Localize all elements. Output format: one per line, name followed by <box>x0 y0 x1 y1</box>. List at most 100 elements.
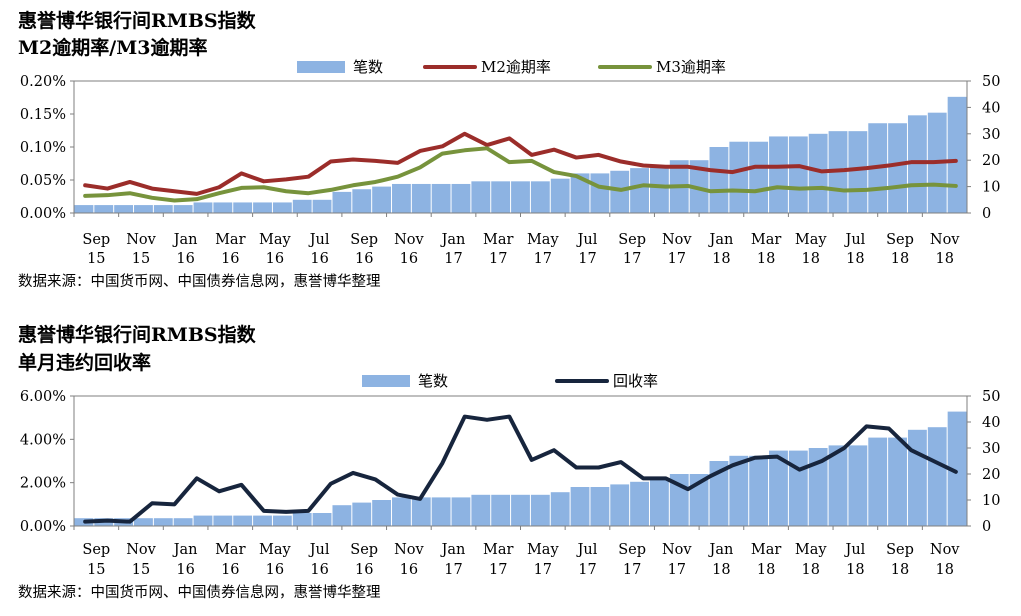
chart-1-legend-label: 笔数 <box>353 58 383 76</box>
chart-2-series-line-1 <box>83 414 958 524</box>
chart-2-x-tick-label: May <box>795 542 827 558</box>
chart-1-bar <box>352 189 372 213</box>
chart-1-bar <box>848 131 868 213</box>
chart-1-legend-label: M3逾期率 <box>656 58 726 76</box>
chart-2-bar <box>392 497 411 526</box>
chart-2-x-tick-year: 16 <box>266 562 284 578</box>
chart-2-x-tick-label: May <box>527 542 559 558</box>
chart-1-legend-swatch <box>297 61 345 73</box>
chart-2-bar <box>947 411 967 526</box>
chart-1-x-tick-label: Jan <box>172 232 198 248</box>
chart-1-x-tick-label: Mar <box>751 232 781 248</box>
chart-1-bar <box>709 147 729 213</box>
chart-1-x-tick-year: 16 <box>176 251 194 267</box>
chart-1-bar <box>173 205 193 213</box>
chart-1-subtitle: M2逾期率/M3逾期率 <box>18 36 207 59</box>
chart-2-right-tick-label: 10 <box>982 493 1000 509</box>
chart-2-x-tick-year: 17 <box>578 562 596 578</box>
chart-2-x-tick-year: 16 <box>310 562 328 578</box>
chart-1-bar <box>530 181 550 213</box>
chart-1-bar <box>213 202 233 213</box>
chart-1-bar <box>610 170 630 213</box>
chart-1-x-tick-label: May <box>527 232 559 248</box>
chart-2-x-tick-label: Jan <box>440 542 466 558</box>
chart-1-bar <box>749 141 769 213</box>
chart-1-bar <box>630 168 649 213</box>
chart-2-x-tick-label: Mar <box>483 542 513 558</box>
chart-1-x-tick-year: 18 <box>846 251 864 267</box>
chart-1-bar <box>292 199 312 213</box>
chart-1-bar <box>570 173 590 213</box>
chart-1-left-tick-label: 0.00% <box>20 206 66 222</box>
chart-2-right-tick-label: 20 <box>982 467 1000 483</box>
chart-1-bar <box>233 202 253 213</box>
chart-2-bar <box>709 461 729 526</box>
chart-1-bar <box>491 181 511 213</box>
chart-2-legend-swatch <box>362 375 410 387</box>
chart-2-bar <box>927 427 947 526</box>
chart-1-x-tick-label: Nov <box>930 232 960 248</box>
chart-1-x-tick-label: Jan <box>440 232 466 248</box>
chart-1-series-line-1 <box>83 131 958 196</box>
chart-2-left-tick-label: 2.00% <box>20 476 66 492</box>
chart-1-x-tick-year: 17 <box>534 251 552 267</box>
chart-2-bar <box>173 518 193 526</box>
chart-2-bar <box>788 450 808 526</box>
chart-1-left-tick-label: 0.20% <box>20 74 66 90</box>
chart-2-bar <box>233 515 253 526</box>
chart-1-x-tick-year: 15 <box>87 251 105 267</box>
chart-2-bar <box>907 429 927 526</box>
chart-2-bar <box>530 494 550 526</box>
chart-1-x-tick-year: 16 <box>221 251 239 267</box>
chart-1-x-tick-year: 16 <box>310 251 328 267</box>
chart-2-x-tick-year: 17 <box>444 562 462 578</box>
chart-2-x-tick-label: Mar <box>751 542 781 558</box>
chart-2-x-tick-year: 16 <box>176 562 194 578</box>
chart-2-x-tick-year: 18 <box>712 562 730 578</box>
chart-2-left-tick-label: 6.00% <box>20 389 66 405</box>
chart-2-x-tick-year: 18 <box>891 562 909 578</box>
chart-2-right-tick-label: 30 <box>982 441 1000 457</box>
chart-1-x-tick-label: May <box>259 232 291 248</box>
chart-2-subtitle: 单月违约回收率 <box>18 351 151 374</box>
chart-2-x-tick-label: Jan <box>172 542 198 558</box>
chart-2-bar <box>332 505 352 526</box>
chart-2-x-tick-year: 18 <box>757 562 775 578</box>
chart-2-x-tick-label: Sep <box>350 542 378 558</box>
chart-2-x-tick-label: Jul <box>308 542 330 558</box>
chart-2-right-tick-label: 40 <box>982 415 1000 431</box>
chart-2-bar <box>213 515 233 526</box>
chart-2-bar <box>451 497 471 526</box>
chart-1-x-tick-year: 18 <box>935 251 953 267</box>
chart-2-legend-label: 笔数 <box>418 372 448 390</box>
chart-1-bar <box>788 136 808 213</box>
chart-1-bar <box>511 181 530 213</box>
chart-2-x-tick-label: Nov <box>662 542 692 558</box>
chart-1-x-tick-label: Nov <box>662 232 692 248</box>
chart-2-bar <box>292 513 312 526</box>
chart-2-x-tick-year: 17 <box>623 562 641 578</box>
chart-1-bar <box>431 183 451 213</box>
chart-2-bar <box>312 513 332 526</box>
chart-1-bar <box>411 183 431 213</box>
chart-1-title: 惠誉博华银行间RMBS指数 <box>18 9 257 32</box>
chart-2-x-tick-label: May <box>259 542 291 558</box>
chart-2-x-tick-year: 16 <box>400 562 418 578</box>
chart-1-bar <box>372 186 392 213</box>
chart-2-bar <box>352 502 372 526</box>
chart-1-bar <box>332 191 352 213</box>
chart-2-bar <box>888 437 907 526</box>
chart-2-bar <box>570 487 590 526</box>
chart-1-x-tick-year: 17 <box>489 251 507 267</box>
chart-1-bar <box>134 205 153 213</box>
chart-1-right-tick-label: 0 <box>982 206 991 222</box>
chart-2-source: 数据来源：中国货币网、中国债券信息网，惠誉博华整理 <box>18 584 381 601</box>
chart-1-bar <box>272 202 292 213</box>
chart-1-x-tick-label: Jan <box>708 232 734 248</box>
chart-1-right-tick-label: 30 <box>982 127 1000 143</box>
chart-1-bar <box>947 96 967 213</box>
chart-1-x-tick-label: Nov <box>394 232 424 248</box>
chart-1-x-tick-year: 17 <box>623 251 641 267</box>
